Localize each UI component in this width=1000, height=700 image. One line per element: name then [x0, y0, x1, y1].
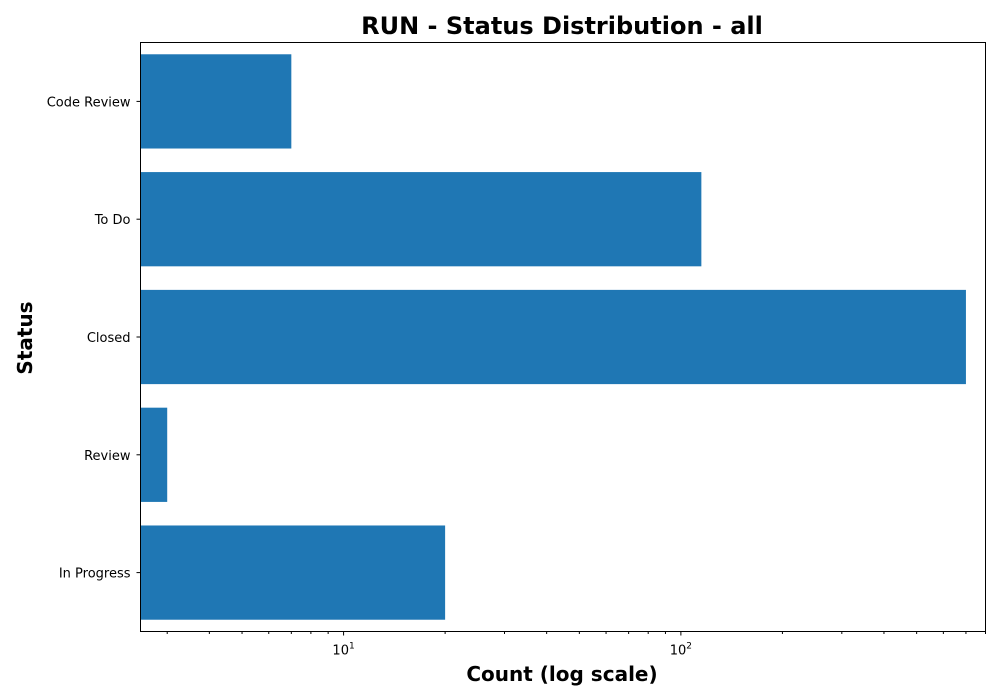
plot-frame [140, 42, 986, 632]
y-tick-label: To Do [94, 213, 131, 228]
y-ticks-layer: Code Review To Do Closed Review In Progress [47, 95, 141, 582]
x-ticks-layer: 101 102 [332, 631, 692, 659]
y-tick-label: Closed [87, 331, 131, 346]
bar-to-do [140, 172, 702, 267]
x-tick-label: 101 [332, 642, 354, 659]
y-tick-label: Review [84, 449, 131, 464]
chart-title: RUN - Status Distribution - all [361, 12, 763, 40]
x-axis-label: Count (log scale) [466, 662, 657, 686]
x-tick-label: 102 [670, 642, 692, 659]
bar-code-review [140, 54, 292, 149]
y-tick-label: In Progress [59, 567, 131, 582]
bar-in-progress [140, 525, 446, 620]
y-axis-label: Status [13, 301, 37, 374]
bar-closed [140, 289, 966, 385]
bars-layer [140, 54, 966, 620]
bar-review [140, 407, 168, 502]
y-tick-label: Code Review [47, 95, 131, 110]
